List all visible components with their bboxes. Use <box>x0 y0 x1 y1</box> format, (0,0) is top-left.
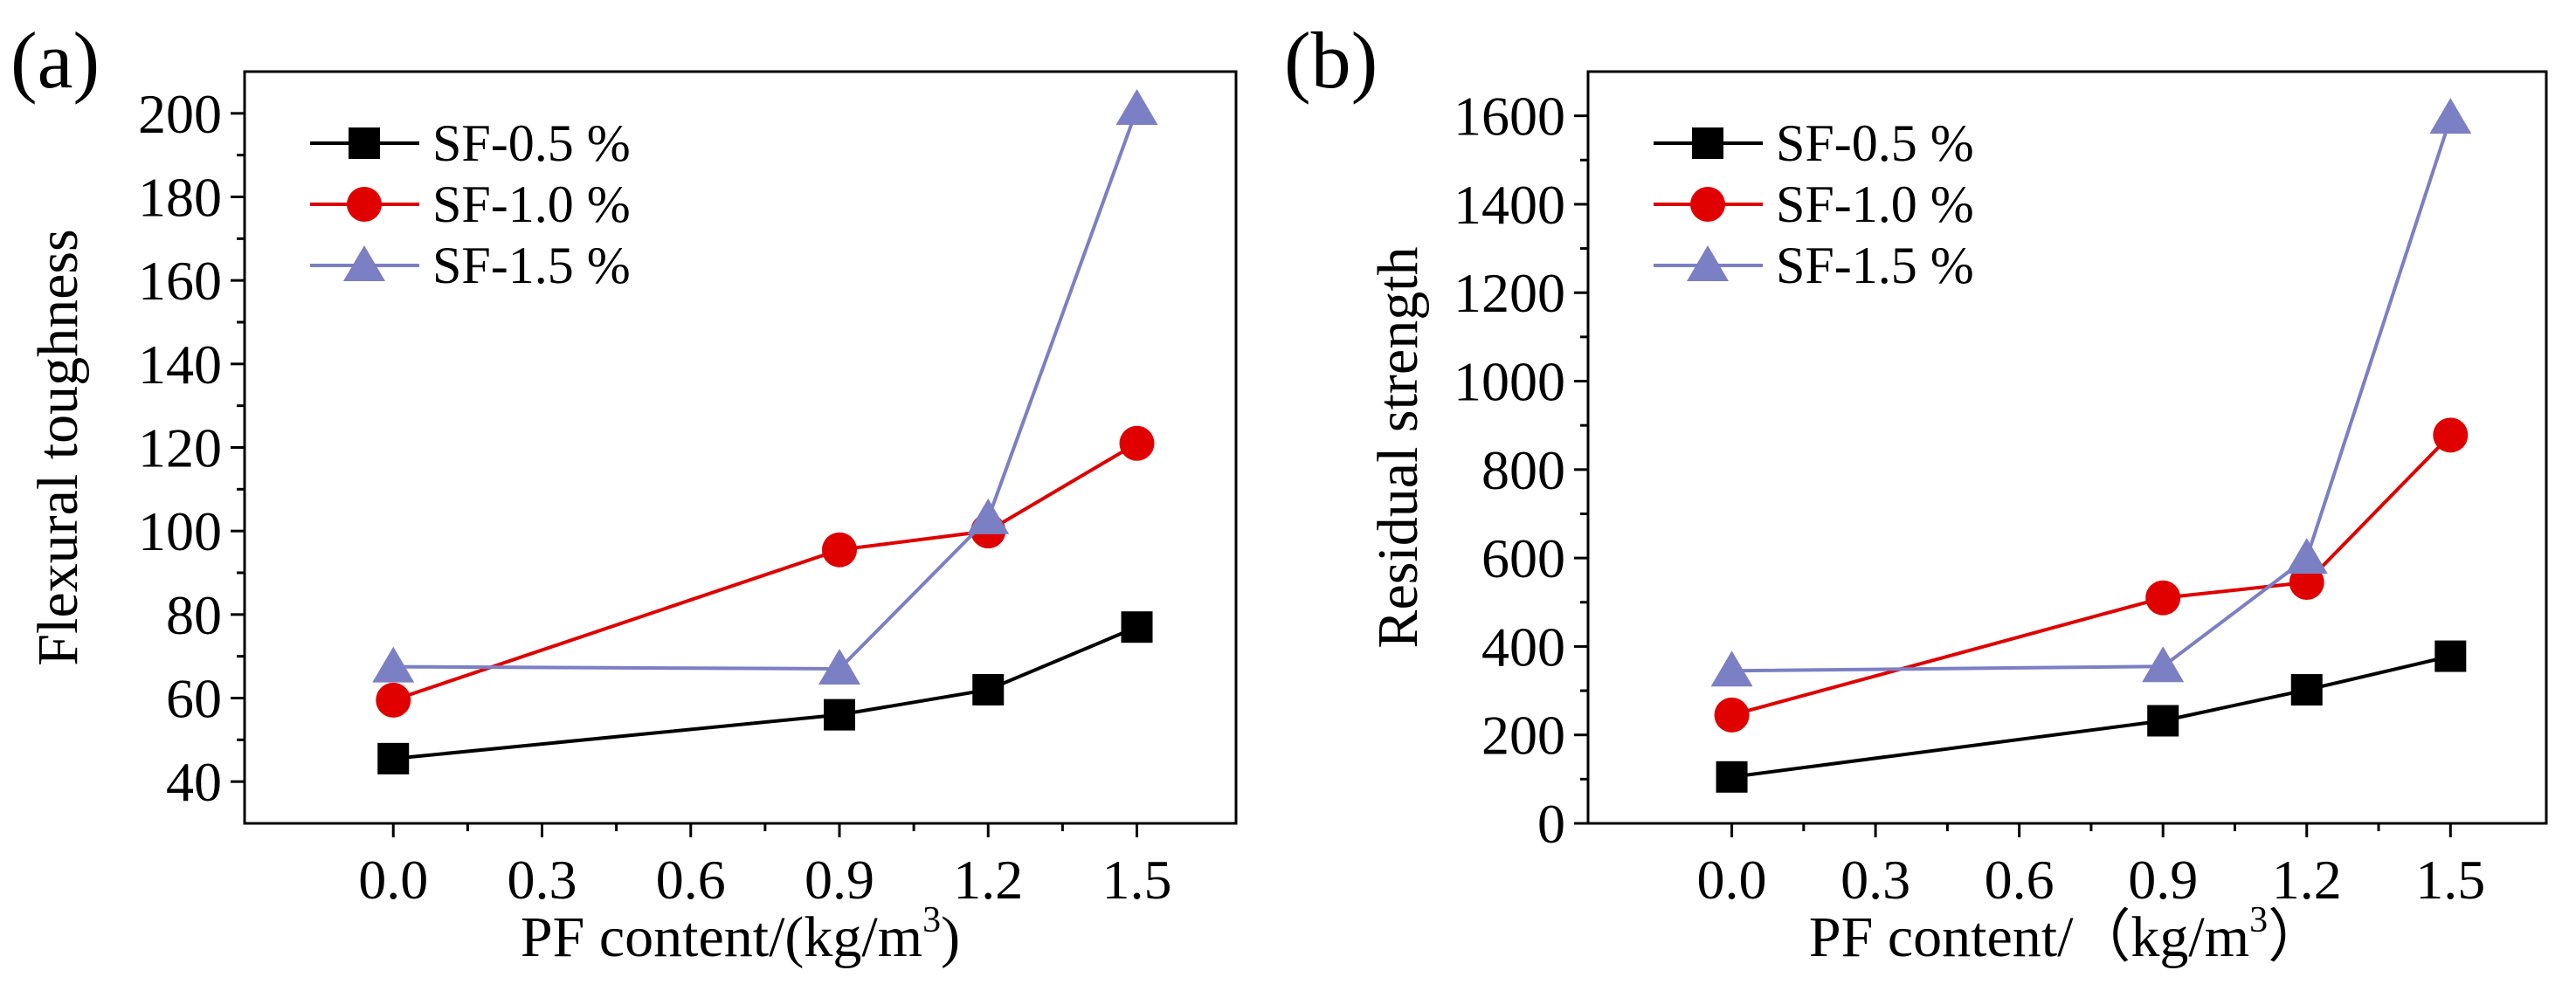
x-tick-label: 0.3 <box>1840 849 1910 911</box>
x-axis-title-superscript: 3 <box>922 900 941 940</box>
x-tick-label: 1.2 <box>953 849 1023 911</box>
series-circle <box>376 425 1155 718</box>
legend-marker-triangle <box>1687 245 1729 281</box>
data-point-square <box>972 673 1005 705</box>
data-point-triangle <box>372 646 415 683</box>
data-point-square <box>2434 640 2467 672</box>
series-line <box>393 108 1139 671</box>
legend-entry: SF-1.0 % <box>1654 175 1974 233</box>
x-axis-title-end: ) <box>941 905 960 969</box>
data-point-circle <box>1714 697 1750 733</box>
data-point-triangle <box>2285 538 2328 575</box>
y-tick-label: 160 <box>138 250 222 312</box>
series-triangle <box>372 89 1158 685</box>
panel-label: (a) <box>10 16 100 105</box>
legend-entry: SF-1.0 % <box>310 175 631 233</box>
y-tick-label: 600 <box>1481 527 1565 589</box>
series-circle <box>1714 417 2469 733</box>
x-tick-label: 1.5 <box>2415 849 2485 911</box>
x-tick-label: 0.0 <box>358 849 428 911</box>
data-point-square <box>2147 705 2179 737</box>
series-square <box>1716 640 2467 793</box>
x-tick-label: 0.9 <box>805 849 874 911</box>
y-tick-label: 60 <box>166 668 222 730</box>
x-axis-title-text: PF content/(kg/m <box>521 905 922 969</box>
plot-frame <box>1586 70 2548 825</box>
data-point-circle <box>2145 580 2181 616</box>
legend-label: SF-0.5 % <box>1776 114 1974 172</box>
x-tick-label: 0.9 <box>2128 849 2198 911</box>
y-tick-label: 400 <box>1481 616 1565 678</box>
y-tick-label: 800 <box>1481 439 1565 501</box>
y-tick-label: 80 <box>166 584 222 646</box>
y-tick-label: 1000 <box>1454 351 1565 413</box>
x-axis-title-text: PF content/（kg/m <box>1809 905 2249 969</box>
x-tick-label: 0.3 <box>508 849 577 911</box>
data-point-circle <box>1119 425 1155 461</box>
legend-label: SF-1.0 % <box>1776 175 1974 233</box>
legend-label: SF-0.5 % <box>432 114 631 172</box>
data-point-square <box>824 699 855 731</box>
x-tick-label: 1.2 <box>2272 849 2342 911</box>
x-tick-label: 0.6 <box>656 849 726 911</box>
y-tick-label: 1600 <box>1454 86 1565 148</box>
data-point-triangle <box>967 498 1010 534</box>
legend-marker-circle <box>1690 187 1725 222</box>
panel-b: (b) 0.0 0.3 0.6 0.9 1.2 1.5 0 200 400 600 800 1000 12… <box>1284 16 2548 969</box>
y-tick-label: 1400 <box>1454 174 1565 236</box>
y-axis-title: Residual strength <box>1366 246 1430 648</box>
legend-label: SF-1.5 % <box>1776 237 1974 294</box>
series-line <box>1731 654 2451 779</box>
series-line <box>1731 433 2452 717</box>
data-point-square <box>1716 760 1748 793</box>
data-point-circle <box>376 682 411 718</box>
y-tick-label: 100 <box>138 500 222 562</box>
legend-label: SF-1.5 % <box>432 237 631 294</box>
series-line <box>393 625 1138 760</box>
y-tick-label: 40 <box>166 751 222 813</box>
x-axis-title: PF content/(kg/m3) <box>521 900 960 969</box>
y-axis-title: Flexural toughness <box>26 229 90 665</box>
y-tick-label: 120 <box>138 417 222 479</box>
panel-label: (b) <box>1284 16 1378 105</box>
y-tick-label: 200 <box>138 83 222 145</box>
legend-marker-square <box>1692 127 1723 159</box>
legend-entry: SF-0.5 % <box>1654 114 1974 172</box>
data-point-triangle <box>2142 646 2185 683</box>
legend-entry: SF-1.5 % <box>310 237 631 294</box>
data-point-square <box>2290 674 2323 706</box>
data-point-square <box>1121 611 1153 643</box>
series-triangle <box>1710 98 2472 687</box>
legend-entry: SF-1.5 % <box>1654 237 1974 294</box>
data-point-square <box>377 742 410 774</box>
data-point-triangle <box>1115 89 1158 126</box>
x-axis-title-end: ） <box>2268 905 2325 969</box>
data-point-triangle <box>2429 98 2472 134</box>
x-tick-label: 0.6 <box>1985 849 2055 911</box>
y-tick-label: 1200 <box>1454 262 1565 324</box>
data-point-circle <box>2433 417 2469 453</box>
x-axis-title: PF content/（kg/m3） <box>1809 900 2325 969</box>
x-tick-label: 1.5 <box>1102 849 1172 911</box>
series-square <box>377 611 1153 774</box>
x-axis-title-superscript: 3 <box>2249 900 2268 940</box>
x-tick-label: 0.0 <box>1697 849 1767 911</box>
legend-marker-circle <box>347 187 382 222</box>
legend-label: SF-1.0 % <box>432 175 631 233</box>
y-tick-label: 0 <box>1537 793 1565 855</box>
data-point-triangle <box>1710 650 1753 687</box>
series-line <box>392 441 1138 702</box>
series-line <box>1731 117 2453 673</box>
data-point-circle <box>822 532 857 568</box>
legend-marker-triangle <box>343 245 385 281</box>
legend-marker-square <box>349 127 380 159</box>
y-tick-label: 180 <box>138 167 222 229</box>
data-point-triangle <box>818 649 860 685</box>
y-tick-label: 200 <box>1481 705 1565 767</box>
y-tick-label: 140 <box>138 334 222 396</box>
legend-entry: SF-0.5 % <box>310 114 631 172</box>
panel-a: (a) 0.0 0.3 0.6 0.9 1.2 1.5 40 60 80 100 120 140 160 1… <box>10 16 1238 969</box>
